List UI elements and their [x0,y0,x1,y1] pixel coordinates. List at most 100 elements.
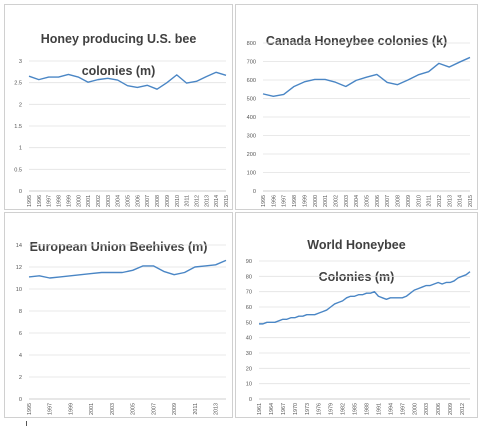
eu-y-tick-label: 0 [19,397,22,403]
us-y-tick-label: 0 [19,189,22,195]
us-x-tick-label: 1997 [47,195,53,207]
world-x-tick-label: 2006 [436,403,442,415]
eu-x-tick-label: 1995 [27,403,33,415]
us-x-tick-label: 1995 [27,195,33,207]
us-y-tick-label: 2 [19,102,22,108]
world-y-tick-label: 30 [246,351,252,357]
world-x-tick-label: 2000 [412,403,418,415]
canada-x-tick-label: 1998 [292,195,298,207]
world-series-line [259,271,471,325]
eu-y-tick-label: 4 [19,353,22,359]
world-y-tick-label: 40 [246,336,252,342]
eu-chart-plot: 0 2 4 6 8 10 12 14 1995 1997 1999 2001 2003 2005 2007 2… [16,243,227,415]
us-chart-title: Honey producing U.S. bee colonies (m) [5,15,232,79]
us-x-tick-label: 2002 [96,195,102,207]
canada-chart-title: Canada Honeybee colonies (k) [236,17,477,49]
world-x-tick-label: 2003 [424,403,430,415]
us-x-tick-label: 2006 [135,195,141,207]
us-x-tick-label: 2008 [155,195,161,207]
world-x-tick-label: 1973 [305,403,311,415]
world-x-tick-label: 1976 [317,403,323,415]
us-y-tick-label: 0.5 [14,167,22,173]
us-x-tick-label: 2013 [204,195,210,207]
us-x-tick-label: 2014 [214,195,220,207]
eu-x-tick-label: 2011 [193,403,199,415]
world-x-tick-label: 1982 [341,403,347,415]
canada-y-tick-label: 800 [247,41,256,47]
us-y-tick-label: 3 [19,59,22,65]
eu-x-tick-label: 2009 [172,403,178,415]
eu-y-tick-label: 14 [16,243,22,249]
world-x-tick-label: 1967 [281,403,287,415]
canada-x-tick-label: 2014 [458,195,464,207]
us-x-tick-label: 2007 [145,195,151,207]
world-y-tick-label: 20 [246,366,252,372]
world-title-line-2: Colonies (m) [318,270,395,284]
world-x-tick-label: 1985 [353,403,359,415]
us-x-tick-label: 2003 [106,195,112,207]
canada-y-tick-label: 300 [247,134,256,140]
us-x-tick-label: 2015 [224,195,230,207]
canada-x-tick-label: 2000 [313,195,319,207]
world-chart-title: World Honeybee Colonies (m) [236,221,477,285]
world-y-tick-label: 70 [246,290,252,296]
canada-x-tick-label: 2011 [427,195,433,207]
eu-x-tick-label: 2005 [131,403,137,415]
canada-title-line-1: Canada Honeybee colonies (k) [265,34,448,48]
canada-y-tick-label: 500 [247,97,256,103]
eu-x-tick-label: 2013 [214,403,220,415]
world-y-tick-label: 10 [246,382,252,388]
canada-x-tick-label: 2004 [354,195,360,207]
us-x-tick-label: 2009 [165,195,171,207]
us-x-tick-label: 2010 [175,195,181,207]
canada-colonies-chart: Canada Honeybee colonies (k) 0 100 200 300 4… [235,4,478,210]
world-x-tick-label: 1979 [329,403,335,415]
canada-x-tick-label: 2015 [468,195,474,207]
us-chart-plot: 0 0.5 1 1.5 2 2.5 3 1995 1996 1997 1998 1999 2000 200… [14,59,230,207]
eu-x-tick-label: 2001 [89,403,95,415]
eu-y-tick-label: 12 [16,265,22,271]
canada-x-tick-label: 2001 [323,195,329,207]
eu-x-tick-label: 1997 [48,403,54,415]
canada-x-tick-label: 2007 [385,195,391,207]
world-y-tick-label: 60 [246,305,252,311]
us-series-line [28,71,227,90]
canada-x-tick-label: 2010 [416,195,422,207]
us-x-tick-label: 2005 [126,195,132,207]
world-x-tick-label: 1964 [269,403,275,415]
canada-x-tick-label: 2002 [333,195,339,207]
world-title-line-1: World Honeybee [307,238,406,252]
eu-beehives-chart: European Union Beehives (m) 0 2 4 6 8 10 12 14 1… [4,212,233,418]
us-y-tick-label: 1.5 [14,124,22,130]
world-chart-plot: 0 10 20 30 40 50 60 70 80 90 1961 1964 1967 1970 1973 1… [246,259,471,415]
world-y-tick-label: 50 [246,320,252,326]
canada-x-tick-label: 2008 [396,195,402,207]
canada-x-tick-label: 2013 [447,195,453,207]
canada-chart-plot: 0 100 200 300 400 500 600 700 800 1995 1996 1997 199… [247,41,474,207]
canada-y-tick-label: 0 [253,189,256,195]
canada-x-tick-label: 1995 [261,195,267,207]
world-y-tick-label: 0 [249,397,252,403]
us-colonies-chart: Honey producing U.S. bee colonies (m) 0 0… [4,4,233,210]
world-y-tick-label: 80 [246,274,252,280]
eu-y-tick-label: 8 [19,309,22,315]
canada-y-tick-label: 400 [247,115,256,121]
world-colonies-chart: World Honeybee Colonies (m) 0 10 20 30 40 50 6… [235,212,478,418]
canada-series-line [262,56,471,97]
us-x-tick-label: 2004 [116,195,122,207]
world-x-tick-label: 1988 [364,403,370,415]
canada-x-tick-label: 2003 [344,195,350,207]
canada-x-tick-label: 2012 [437,195,443,207]
canada-x-tick-label: 1996 [271,195,277,207]
world-y-tick-label: 90 [246,259,252,265]
canada-y-tick-label: 200 [247,152,256,158]
us-y-tick-label: 1 [19,146,22,152]
us-y-tick-label: 2.5 [14,81,22,87]
us-title-line-2: colonies (m) [81,64,156,78]
us-title-line-1: Honey producing U.S. bee [40,32,197,46]
eu-x-tick-label: 1999 [68,403,74,415]
us-x-tick-label: 1996 [37,195,43,207]
canada-x-tick-label: 1999 [302,195,308,207]
world-x-tick-label: 1970 [293,403,299,415]
us-x-tick-label: 2001 [86,195,92,207]
